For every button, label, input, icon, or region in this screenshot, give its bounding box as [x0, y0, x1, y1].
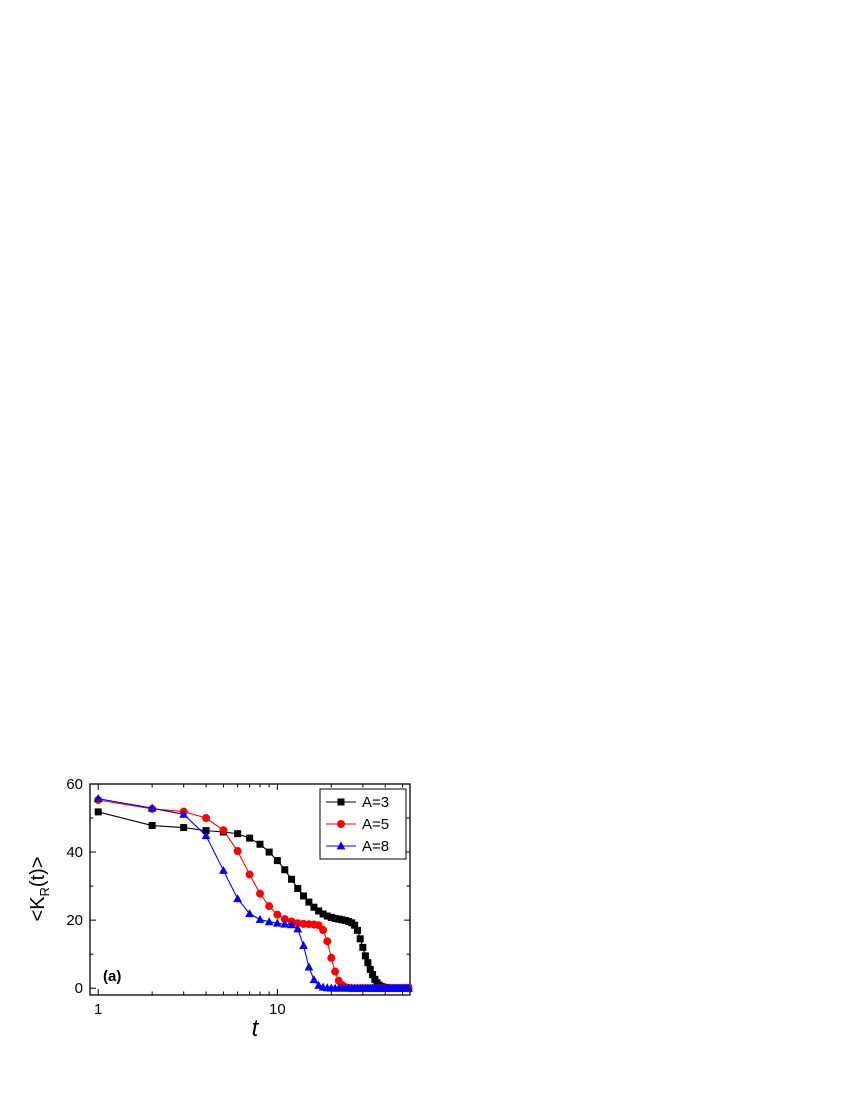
data-point [287, 920, 296, 929]
data-point [351, 921, 359, 929]
data-point [305, 898, 313, 906]
y-axis-label-prefix: <K [27, 896, 49, 922]
data-point [356, 935, 364, 943]
data-point [202, 814, 211, 823]
data-point [245, 870, 254, 879]
data-point [201, 831, 211, 840]
data-point [323, 937, 332, 946]
data-point [202, 827, 210, 835]
data-point [404, 983, 413, 992]
data-point [233, 894, 243, 903]
data-point [264, 917, 274, 926]
data-point [255, 889, 264, 898]
y-tick-label: 0 [75, 980, 83, 997]
data-point [255, 914, 265, 923]
legend-entry: A=5 [326, 816, 389, 833]
legend-entry: A=8 [326, 838, 389, 855]
panel-label: (a) [103, 968, 121, 985]
data-point [147, 803, 157, 812]
legend-label: A=3 [362, 794, 389, 811]
data-point [369, 971, 377, 979]
data-point [288, 875, 296, 883]
data-point [364, 959, 372, 967]
data-point [294, 884, 302, 892]
data-point [300, 892, 308, 900]
data-point [245, 909, 255, 918]
series-a-8 [93, 794, 413, 992]
data-point [281, 866, 289, 874]
data-point [331, 914, 339, 922]
y-axis-label: <KR(t)> [27, 857, 52, 922]
data-point [299, 941, 308, 950]
legend-label: A=5 [362, 816, 389, 833]
data-point [219, 865, 228, 874]
axes-layer: 1 10 0 20 40 60 [66, 776, 410, 1018]
data-point [309, 975, 319, 984]
data-point [234, 830, 242, 838]
data-point [93, 794, 103, 803]
y-axis-label-suffix: (t)> [27, 857, 49, 888]
y-tick-label: 40 [66, 844, 83, 861]
legend-entry: A=3 [326, 794, 389, 811]
data-point [280, 919, 290, 928]
data-point [233, 847, 242, 856]
data-point [331, 967, 340, 976]
data-point [353, 926, 361, 934]
data-point [272, 918, 282, 927]
legend-marker [337, 820, 345, 828]
data-point [265, 848, 273, 856]
x-tick-label: 1 [94, 1001, 102, 1018]
data-point [327, 913, 335, 921]
x-tick-label: 10 [269, 1001, 286, 1018]
data-point [315, 907, 323, 915]
data-point [319, 910, 327, 918]
data-point [304, 962, 314, 971]
data-point [179, 809, 189, 818]
data-point [148, 822, 156, 830]
data-point [327, 953, 336, 962]
data-point [366, 965, 374, 973]
data-point [94, 808, 102, 816]
data-point [273, 857, 281, 865]
legend-label: A=8 [362, 838, 389, 855]
data-point [246, 834, 254, 842]
data-point [280, 915, 289, 924]
data-point [180, 824, 188, 832]
x-axis-label: t [252, 1015, 260, 1042]
data-point [319, 925, 328, 934]
data-point [310, 903, 318, 911]
data-point [256, 840, 264, 848]
y-tick-label: 20 [66, 912, 83, 929]
data-point [323, 912, 331, 920]
legend-marker [337, 798, 345, 806]
data-point [273, 910, 282, 919]
data-point [265, 902, 274, 911]
y-tick-label: 60 [66, 776, 83, 793]
data-point [359, 943, 367, 951]
data-point [293, 924, 303, 933]
data-point [361, 952, 369, 960]
series-layer [93, 794, 413, 993]
legend-marker [336, 841, 346, 850]
y-axis-label-subscript: R [37, 887, 52, 896]
legend: A=3 A=5 A=8 [319, 788, 407, 860]
data-point [219, 826, 228, 835]
